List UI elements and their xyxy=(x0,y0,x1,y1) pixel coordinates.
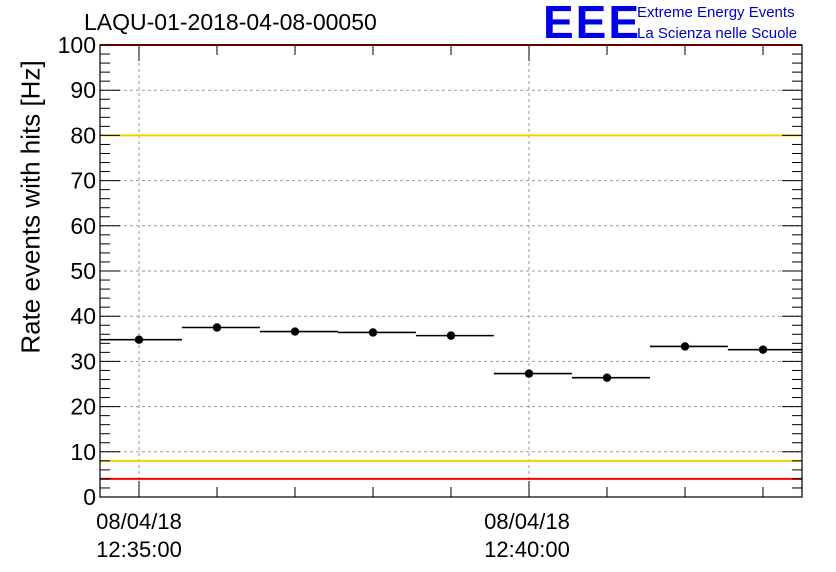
y-tick-label: 80 xyxy=(70,122,96,148)
x-tick-label-1240: 08/04/18 12:40:00 xyxy=(457,508,597,564)
x-tick-label-time: 12:40:00 xyxy=(484,537,570,562)
data-point xyxy=(524,369,534,378)
grid-layer xyxy=(100,44,802,498)
x-tick-label-time: 12:35:00 xyxy=(96,537,182,562)
reference-lines xyxy=(100,44,802,480)
data-point xyxy=(212,323,222,332)
data-point xyxy=(758,345,768,354)
eee-logo-mark: EEE xyxy=(543,0,642,48)
y-axis-label: Rate events with hits [Hz] xyxy=(15,60,46,354)
x-tick-label-1235: 08/04/18 12:35:00 xyxy=(69,508,209,564)
data-point xyxy=(680,342,690,351)
data-point xyxy=(134,335,144,344)
y-tick-label: 100 xyxy=(58,32,96,58)
data-point xyxy=(446,331,456,340)
y-tick-label: 10 xyxy=(70,439,96,465)
logo-tagline-1: Extreme Energy Events xyxy=(637,4,795,21)
data-series xyxy=(100,323,802,382)
y-tick-label: 60 xyxy=(70,213,96,239)
axes: 0 10 20 30 40 50 60 70 80 90 100 xyxy=(58,32,803,510)
eee-logo: EEE Extreme Energy Events La Scienza nel… xyxy=(543,0,833,48)
y-tick-label: 70 xyxy=(70,168,96,194)
y-tick-label: 30 xyxy=(70,348,96,374)
chart-title: LAQU-01-2018-04-08-00050 xyxy=(84,9,377,35)
y-tick-label: 90 xyxy=(70,77,96,103)
y-tick-label: 50 xyxy=(70,258,96,284)
data-point xyxy=(602,373,612,382)
y-tick-label: 40 xyxy=(70,303,96,329)
y-tick-label: 20 xyxy=(70,394,96,420)
x-tick-label-date: 08/04/18 xyxy=(96,509,182,534)
x-tick-label-date: 08/04/18 xyxy=(484,509,570,534)
y-tick-label: 0 xyxy=(83,484,96,510)
data-point xyxy=(368,328,378,337)
logo-tagline-2: La Scienza nelle Scuole xyxy=(637,25,798,42)
data-point xyxy=(290,327,300,336)
